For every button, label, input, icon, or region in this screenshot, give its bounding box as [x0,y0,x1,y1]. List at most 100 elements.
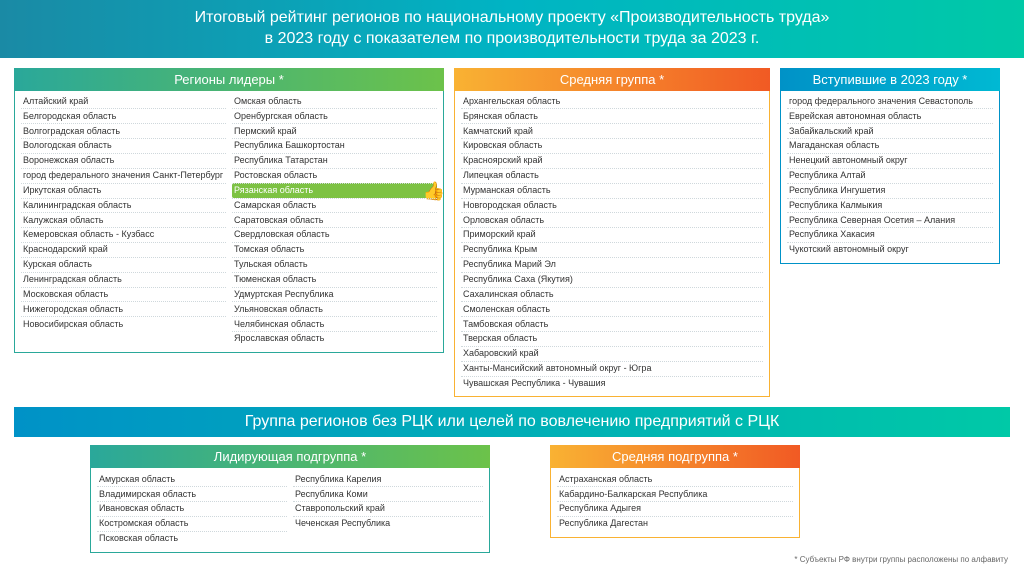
list-item: город федерального значения Севастополь [787,95,993,109]
middle-body: Архангельская областьБрянская областьКам… [454,91,770,398]
list-item: Иркутская область [21,183,226,198]
list-item: Пермский край [232,123,437,138]
list-item: Нижегородская область [21,301,226,316]
list-item: Республика Марий Эл [461,257,763,272]
leaders-col1: Алтайский крайБелгородская областьВолгог… [21,95,226,346]
panel-new: Вступившие в 2023 году * город федеральн… [780,68,1000,264]
new-title: Вступившие в 2023 году * [780,68,1000,91]
list-item: Белгородская область [21,108,226,123]
list-item: Республика Адыгея [557,501,793,516]
list-item: Вологодская область [21,138,226,153]
list-item: Тульская область [232,257,437,272]
list-item: Амурская область [97,472,287,486]
list-item: Тверская область [461,331,763,346]
banner-line2: в 2023 году с показателем по производите… [10,29,1014,50]
list-item: Тамбовская область [461,316,763,331]
list-item: Краснодарский край [21,242,226,257]
banner-line1: Итоговый рейтинг регионов по национально… [10,8,1014,29]
list-item: Ленинградская область [21,272,226,287]
sub-lead-col1: Амурская областьВладимирская областьИван… [97,472,287,545]
list-item: Астраханская область [557,472,793,486]
list-item: Республика Татарстан [232,153,437,168]
panel-middle: Средняя группа * Архангельская областьБр… [454,68,770,398]
leaders-body: Алтайский крайБелгородская областьВолгог… [14,91,444,353]
list-item: Хабаровский край [461,346,763,361]
list-item: Волгоградская область [21,123,226,138]
sub-lead-title: Лидирующая подгруппа * [90,445,490,468]
list-item: город федерального значения Санкт-Петерб… [21,168,226,183]
list-item: Челябинская область [232,316,437,331]
list-item: Свердловская область [232,227,437,242]
list-item: Ульяновская область [232,301,437,316]
sub-mid-col1: Астраханская областьКабардино-Балкарская… [557,472,793,530]
sub-mid-title: Средняя подгруппа * [550,445,800,468]
list-item: Московская область [21,287,226,302]
list-item: Ивановская область [97,501,287,516]
list-item: Ярославская область [232,331,437,346]
list-item: Удмуртская Республика [232,287,437,302]
list-item: Томская область [232,242,437,257]
list-item: Брянская область [461,108,763,123]
list-item: Чукотский автономный округ [787,242,993,257]
list-item: Калининградская область [21,198,226,213]
list-item: Ставропольский край [293,501,483,516]
list-item: Кемеровская область - Кузбасс [21,227,226,242]
new-col1: город федерального значения СевастопольЕ… [787,95,993,257]
middle-banner: Группа регионов без РЦК или целей по вов… [14,407,1010,437]
list-item: Курская область [21,257,226,272]
list-item: Магаданская область [787,138,993,153]
leaders-col2: Омская областьОренбургская областьПермск… [232,95,437,346]
new-body: город федерального значения СевастопольЕ… [780,91,1000,264]
footnote: * Субъекты РФ внутри группы расположены … [0,555,1024,566]
panel-sub-mid: Средняя подгруппа * Астраханская область… [550,445,800,537]
top-banner: Итоговый рейтинг регионов по национально… [0,0,1024,58]
list-item: Сахалинская область [461,287,763,302]
list-item: Республика Коми [293,486,483,501]
list-item: Республика Крым [461,242,763,257]
list-item: Смоленская область [461,301,763,316]
list-item: Тюменская область [232,272,437,287]
list-item: Республика Саха (Якутия) [461,272,763,287]
list-item: Еврейская автономная область [787,108,993,123]
list-item: Костромская область [97,516,287,531]
list-item: Воронежская область [21,153,226,168]
list-item: Алтайский край [21,95,226,109]
list-item: Ханты-Мансийский автономный округ - Югра [461,361,763,376]
list-item: Кабардино-Балкарская Республика [557,486,793,501]
list-item: Омская область [232,95,437,109]
list-item: Ненецкий автономный округ [787,153,993,168]
list-item: Чувашская Республика - Чувашия [461,376,763,391]
list-item: Республика Ингушетия [787,183,993,198]
list-item: Республика Алтай [787,168,993,183]
list-item: Забайкальский край [787,123,993,138]
sub-mid-body: Астраханская областьКабардино-Балкарская… [550,468,800,537]
middle-col1: Архангельская областьБрянская областьКам… [461,95,763,391]
list-item: Красноярский край [461,153,763,168]
list-item: Новгородская область [461,198,763,213]
sub-lead-col2: Республика КарелияРеспублика КомиСтавроп… [293,472,483,545]
list-item: Владимирская область [97,486,287,501]
sub-lead-body: Амурская областьВладимирская областьИван… [90,468,490,552]
list-item: Орловская область [461,212,763,227]
list-item: Мурманская область [461,183,763,198]
list-item: Ростовская область [232,168,437,183]
middle-title: Средняя группа * [454,68,770,91]
list-item: Приморский край [461,227,763,242]
list-item: Республика Хакасия [787,227,993,242]
list-item: Республика Карелия [293,472,483,486]
panels-top: Регионы лидеры * Алтайский крайБелгородс… [0,58,1024,402]
list-item: Оренбургская область [232,108,437,123]
list-item: Республика Калмыкия [787,198,993,213]
list-item: Рязанская область👍 [232,183,437,198]
list-item: Калужская область [21,212,226,227]
list-item: Архангельская область [461,95,763,109]
list-item: Кировская область [461,138,763,153]
list-item: Самарская область [232,198,437,213]
list-item: Камчатский край [461,123,763,138]
list-item: Псковская область [97,531,287,546]
list-item: Липецкая область [461,168,763,183]
list-item: Саратовская область [232,212,437,227]
list-item: Республика Башкортостан [232,138,437,153]
panels-bottom: Лидирующая подгруппа * Амурская областьВ… [0,437,1024,554]
list-item: Республика Дагестан [557,516,793,531]
